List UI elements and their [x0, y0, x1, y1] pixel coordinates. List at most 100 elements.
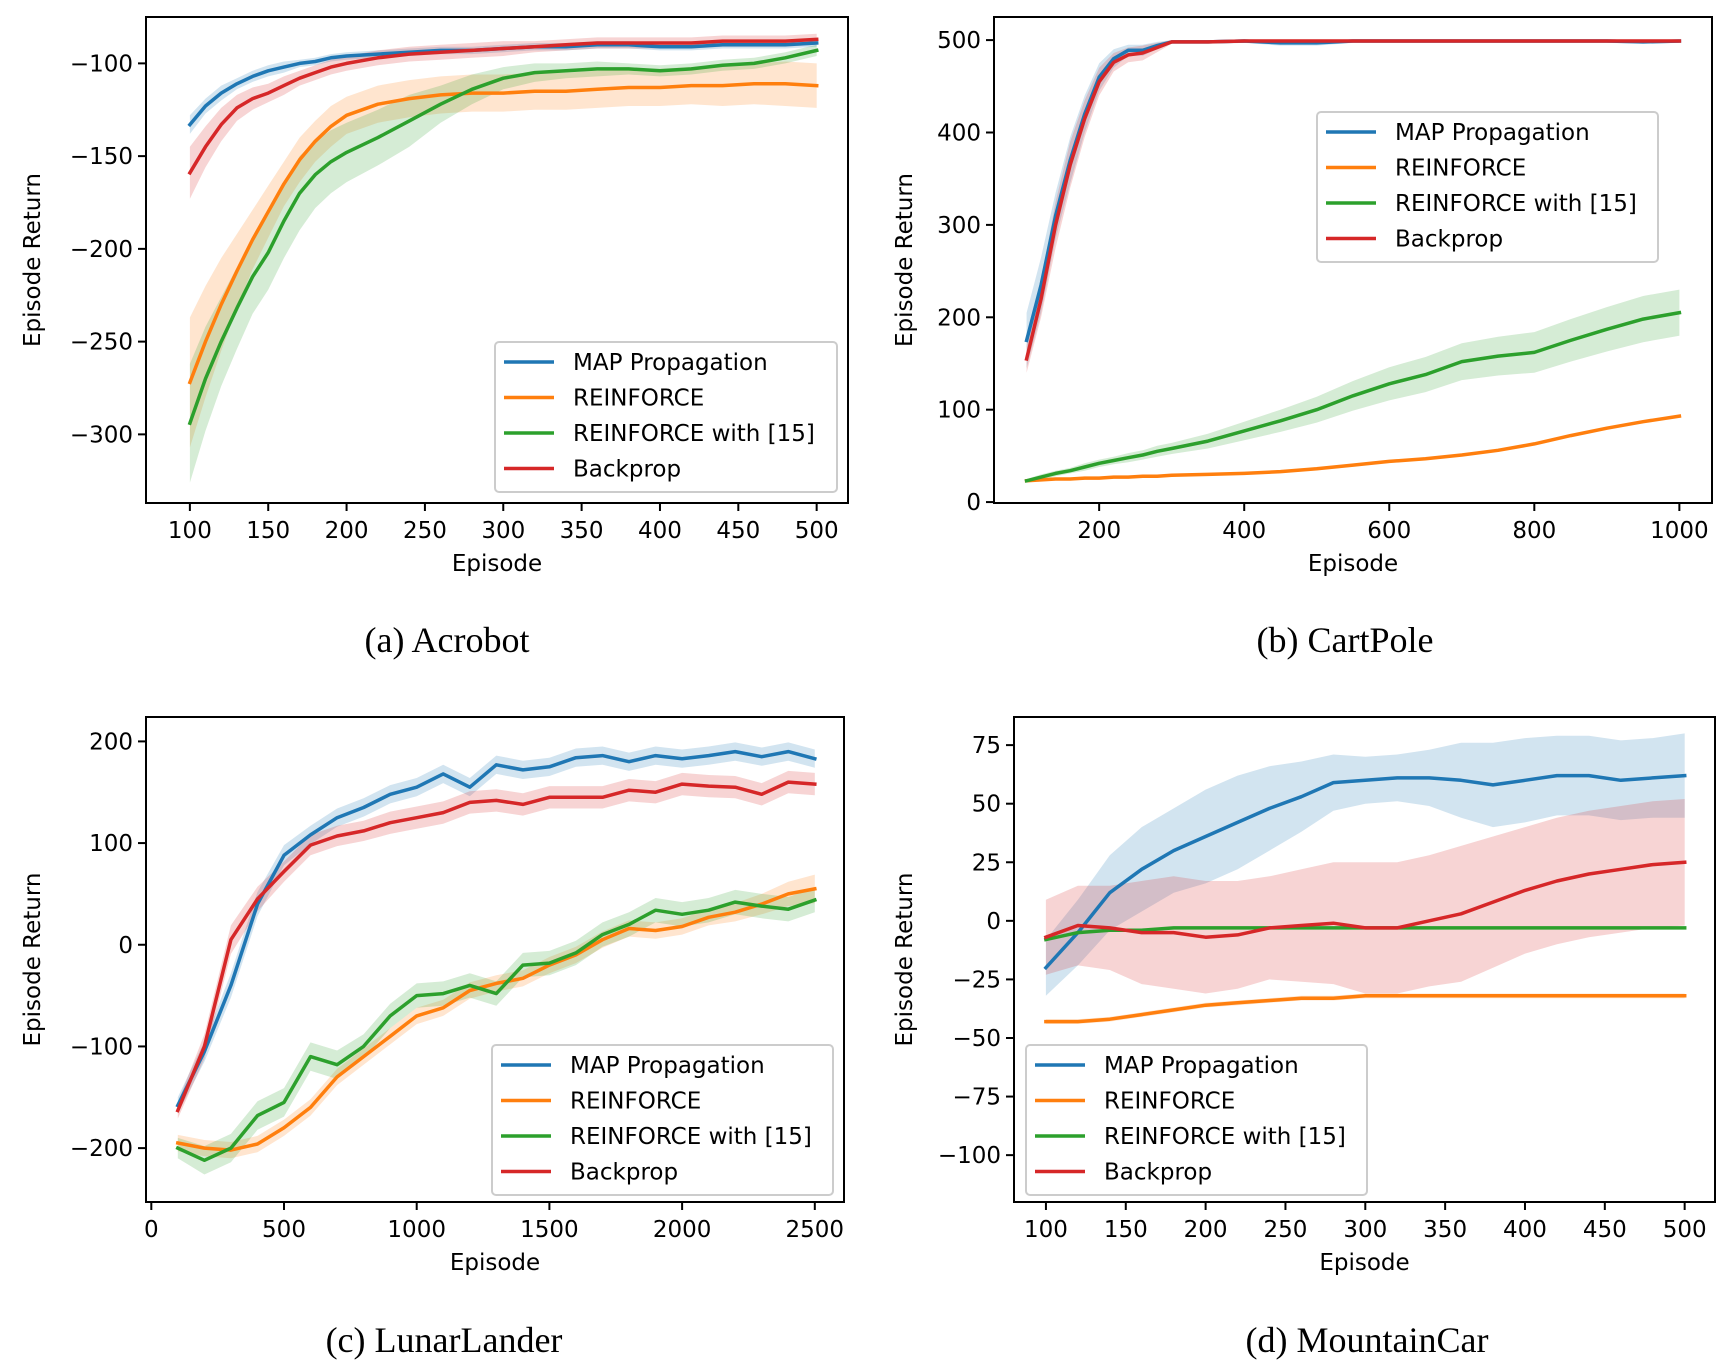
x-tick-label: 150: [246, 518, 290, 544]
x-tick-label: 500: [795, 518, 839, 544]
x-tick-label: 350: [560, 518, 604, 544]
legend-entry: Backprop: [1395, 227, 1503, 253]
panel-caption: (c) LunarLander: [326, 1320, 563, 1360]
x-tick-label: 100: [1024, 1217, 1068, 1243]
legend-box: [491, 1044, 834, 1196]
legend-entry: REINFORCE: [1104, 1089, 1235, 1115]
y-tick-label: −25: [952, 967, 1001, 993]
panel-caption: (d) MountainCar: [1246, 1320, 1489, 1360]
x-tick-label: 300: [481, 518, 525, 544]
legend-entry: REINFORCE with [15]: [1104, 1124, 1346, 1150]
legend-entry: Backprop: [1104, 1160, 1212, 1186]
x-tick-label: 300: [1343, 1217, 1387, 1243]
band-backprop: [1045, 799, 1685, 994]
y-tick-label: 300: [937, 213, 981, 239]
line-reinforce-with-15: [187, 48, 819, 426]
x-tick-label: 1000: [1650, 518, 1709, 544]
legend-box: [1316, 111, 1659, 263]
x-tick-label: 0: [144, 1217, 159, 1243]
line-backprop: [1043, 860, 1687, 940]
y-tick-label: −50: [952, 1026, 1001, 1052]
y-tick-label: 50: [972, 792, 1001, 818]
legend: MAP Propagation REINFORCE REINFORCE with […: [494, 341, 838, 493]
line-reinforce: [175, 886, 817, 1152]
panel-lunarlander: 0 500 1000 1500 2000 2500 −200 −100 0 100 200 Episo…: [20, 716, 845, 1360]
legend-entry: MAP Propagation: [573, 350, 768, 376]
y-tick-label: −300: [70, 422, 133, 448]
panel-acrobot: 100 150 200 250 300 350 400 450 500 −300 −250 −200 −…: [20, 16, 849, 660]
line-reinforce: [187, 82, 819, 385]
x-tick-label: 100: [168, 518, 212, 544]
y-axis-label: Episode Return: [892, 873, 918, 1047]
x-axis-label: Episode: [1319, 1250, 1409, 1276]
x-tick-label: 400: [1503, 1217, 1547, 1243]
y-tick-label: 0: [966, 490, 981, 516]
legend-entry: MAP Propagation: [1104, 1053, 1299, 1079]
legend: MAP Propagation REINFORCE REINFORCE with […: [1316, 111, 1659, 263]
y-axis-label: Episode Return: [20, 873, 46, 1047]
x-tick-label: 200: [1077, 518, 1121, 544]
x-tick-label: 200: [325, 518, 369, 544]
panel-mountaincar: 100 150 200 250 300 350 400 450 500−100−75−50−25…: [892, 716, 1716, 1360]
line-backprop: [187, 37, 819, 176]
line-backprop: [175, 780, 817, 1113]
line-backprop: [1024, 39, 1682, 362]
y-tick-label: 75: [972, 733, 1001, 759]
y-tick-label: 100: [937, 398, 981, 424]
legend-box: [494, 341, 838, 493]
x-tick-label: 500: [1663, 1217, 1707, 1243]
x-tick-label: 2000: [653, 1217, 712, 1243]
line-map-propagation: [175, 749, 817, 1108]
x-tick-label: 1500: [520, 1217, 579, 1243]
legend-entry: Backprop: [570, 1160, 678, 1186]
y-tick-label: −100: [70, 1034, 133, 1060]
legend-entry: Backprop: [573, 457, 681, 483]
panel-caption: (a) Acrobot: [365, 620, 530, 660]
x-axis-label: Episode: [452, 551, 542, 577]
panel-caption: (b) CartPole: [1257, 620, 1434, 660]
y-tick-label: −200: [70, 237, 133, 263]
line-map-propagation: [187, 41, 819, 128]
axes-frame: [993, 16, 1713, 504]
x-axis-label: Episode: [1308, 551, 1398, 577]
legend-entry: REINFORCE: [1395, 156, 1526, 182]
line-reinforce-with-15: [1024, 310, 1682, 483]
legend-entry: REINFORCE with [15]: [573, 421, 815, 447]
plot-area: [1024, 39, 1682, 483]
plot-area: [175, 742, 818, 1175]
y-tick-label: 200: [89, 729, 133, 755]
y-tick-label: −100: [938, 1143, 1001, 1169]
legend-box: [1025, 1044, 1368, 1196]
panel-cartpole: 200 400 600 800 1000 0 100 200 300 400 500 Episode E…: [892, 16, 1713, 660]
y-tick-label: −75: [952, 1085, 1001, 1111]
band-reinforce-with-15: [1026, 289, 1680, 483]
y-tick-label: −150: [70, 144, 133, 170]
x-tick-label: 150: [1104, 1217, 1148, 1243]
y-tick-label: 200: [937, 305, 981, 331]
axes-frame: [145, 16, 849, 504]
band-map-propagation: [1045, 733, 1685, 996]
y-axis-label: Episode Return: [892, 173, 918, 347]
x-tick-label: 450: [1583, 1217, 1627, 1243]
band-reinforce: [189, 61, 817, 448]
legend: MAP Propagation REINFORCE REINFORCE with […: [1025, 1044, 1368, 1196]
band-reinforce-with-15: [177, 887, 815, 1175]
legend-entry: MAP Propagation: [570, 1053, 765, 1079]
y-tick-label: 500: [937, 28, 981, 54]
x-tick-label: 250: [403, 518, 447, 544]
x-tick-label: 600: [1367, 518, 1411, 544]
legend-entry: REINFORCE: [570, 1089, 701, 1115]
plot-area: [1043, 733, 1687, 1024]
x-tick-label: 2500: [786, 1217, 845, 1243]
y-tick-label: 400: [937, 120, 981, 146]
y-tick-label: 25: [972, 850, 1001, 876]
band-reinforce: [1045, 993, 1685, 1024]
line-reinforce: [1024, 414, 1682, 483]
x-tick-label: 250: [1264, 1217, 1308, 1243]
x-tick-label: 1000: [387, 1217, 446, 1243]
x-tick-label: 400: [638, 518, 682, 544]
legend-entry: REINFORCE with [15]: [1395, 191, 1637, 217]
y-tick-label: −200: [70, 1136, 133, 1162]
x-tick-label: 350: [1423, 1217, 1467, 1243]
legend: MAP Propagation REINFORCE REINFORCE with […: [491, 1044, 834, 1196]
